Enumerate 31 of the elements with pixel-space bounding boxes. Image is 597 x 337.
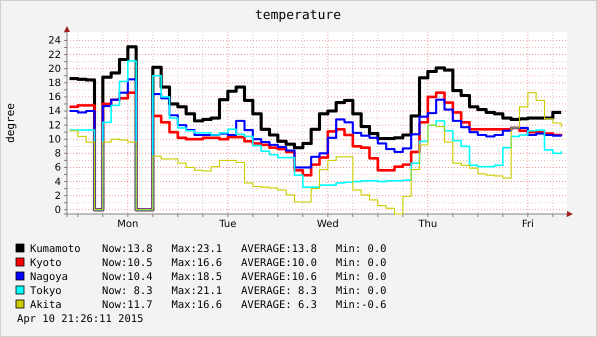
text: Now:10.5 Max:16.6 AVERAGE:10.0 Min: 0.0 xyxy=(102,257,386,269)
y-tick-label: 6 xyxy=(54,162,61,174)
x-tick-label: Mon xyxy=(117,219,138,230)
legend-label: Akita xyxy=(30,299,62,311)
text: Now:10.4 Max:18.5 AVERAGE:10.6 Min: 0.0 xyxy=(102,271,386,283)
y-tick-label: 24 xyxy=(48,36,61,47)
y-axis-title: degree xyxy=(4,103,17,143)
y-tick-label: 10 xyxy=(48,134,61,146)
y-tick-label: 8 xyxy=(54,148,61,160)
y-tick-label: 2 xyxy=(54,190,61,202)
x-tick-label: Thu xyxy=(417,219,438,230)
legend-label: Kumamoto xyxy=(30,243,81,255)
chart-title: temperature xyxy=(254,8,342,23)
legend-label: Kyoto xyxy=(30,257,62,269)
text: Now: 8.3 Max:21.1 AVERAGE: 8.3 Min: 0.0 xyxy=(102,285,386,297)
text: Apr 10 21:26:11 2015 xyxy=(17,313,144,325)
legend-label: Tokyo xyxy=(30,285,62,297)
y-tick-label: 4 xyxy=(54,176,61,188)
y-tick-label: 14 xyxy=(48,106,61,118)
y-tick-label: 22 xyxy=(48,50,61,61)
y-tick-label: 12 xyxy=(48,120,61,132)
legend-label: Nagoya xyxy=(30,271,68,283)
y-tick-label: 16 xyxy=(48,92,61,104)
text: Now:11.7 Max:16.6 AVERAGE: 6.3 Min:-0.6 xyxy=(102,299,386,311)
x-tick-label: Tue xyxy=(218,219,236,230)
x-tick-label: Fri xyxy=(522,219,534,230)
y-tick-label: 18 xyxy=(48,78,61,89)
y-tick-label: 20 xyxy=(48,64,61,75)
text: Now:13.8 Max:23.1 AVERAGE:13.8 Min: 0.0 xyxy=(102,243,386,255)
y-tick-label: 0 xyxy=(54,204,61,216)
x-tick-label: Wed xyxy=(316,219,339,230)
